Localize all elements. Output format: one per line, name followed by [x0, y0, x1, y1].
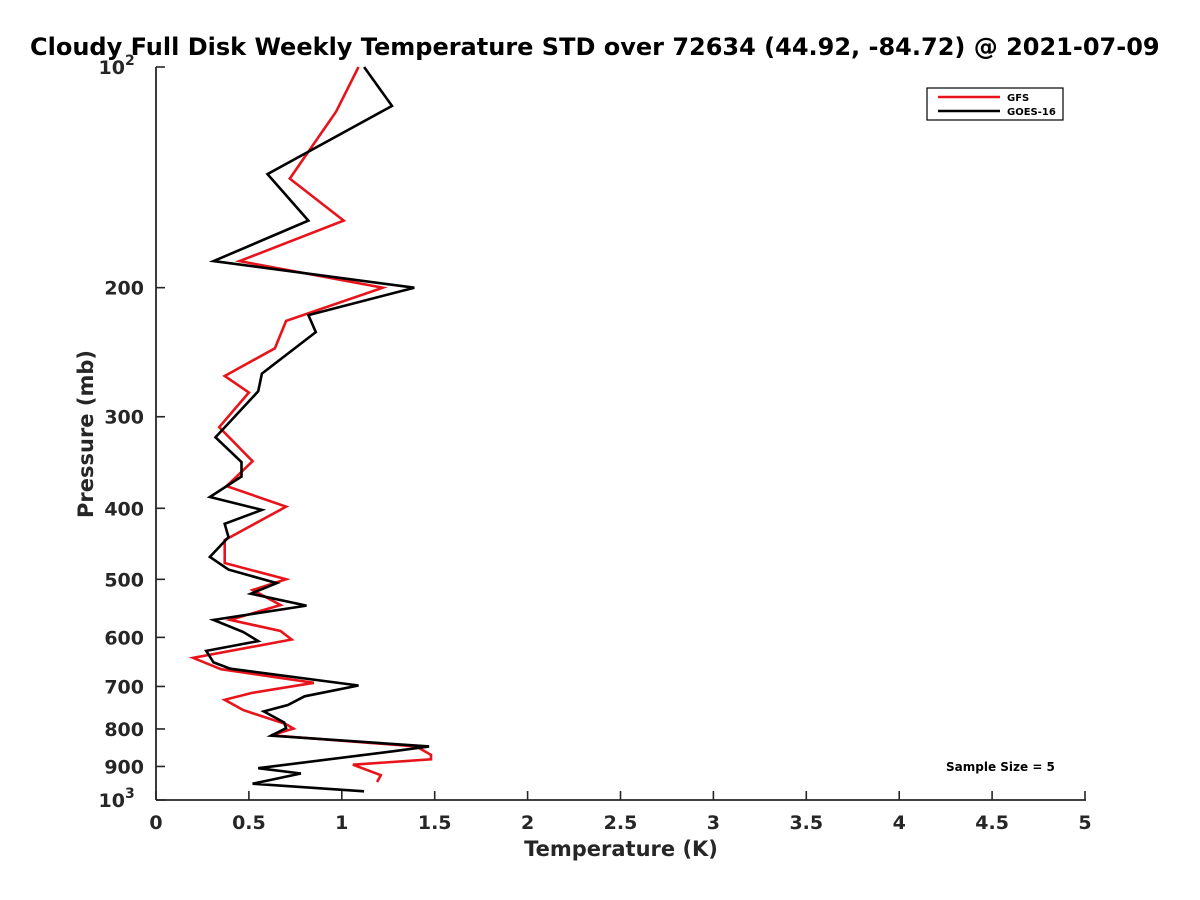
y-tick-label: 900	[104, 756, 144, 778]
series-line-goes-16	[204, 66, 430, 793]
y-tick-label: 700	[104, 676, 144, 698]
legend-label-gfs: GFS	[1007, 93, 1029, 104]
legend: GFS GOES-16	[926, 87, 1064, 121]
y-tick-exponent: 3	[125, 786, 135, 802]
x-tick-label: 4.5	[975, 812, 1009, 834]
x-tick-label: 0	[149, 812, 162, 834]
x-tick-label: 1	[335, 812, 348, 834]
y-tick-label: 800	[104, 719, 144, 741]
plot-area	[156, 67, 1085, 799]
x-tick-label: 0.5	[232, 812, 266, 834]
x-axis-ticks: 0 0.5 1 1.5 2 2.5 3 3.5 4 4.5 5	[149, 791, 1092, 834]
x-tick-label: 2	[521, 812, 534, 834]
y-tick-label: 400	[104, 498, 144, 520]
x-tick-label: 2.5	[604, 812, 638, 834]
x-tick-label: 3	[707, 812, 720, 834]
chart-title: Cloudy Full Disk Weekly Temperature STD …	[30, 33, 1160, 61]
y-tick-label: 10	[99, 790, 125, 812]
y-tick-exponent: 2	[125, 53, 135, 69]
x-tick-label: 3.5	[789, 812, 823, 834]
legend-box	[926, 87, 1064, 121]
legend-label-goes-16: GOES-16	[1007, 107, 1056, 118]
x-axis-label: Temperature (K)	[524, 837, 718, 861]
y-tick-label: 300	[104, 407, 144, 429]
y-tick-label: 600	[104, 627, 144, 649]
y-tick-label: 200	[104, 278, 144, 300]
sample-size-annotation: Sample Size = 5	[946, 760, 1055, 774]
series-layer	[188, 66, 433, 793]
x-tick-label: 1.5	[418, 812, 452, 834]
y-tick-label: 500	[104, 569, 144, 591]
x-tick-label: 5	[1078, 812, 1091, 834]
x-tick-label: 4	[893, 812, 906, 834]
y-axis-label: Pressure (mb)	[74, 350, 98, 518]
y-tick-label: 10	[99, 57, 125, 79]
